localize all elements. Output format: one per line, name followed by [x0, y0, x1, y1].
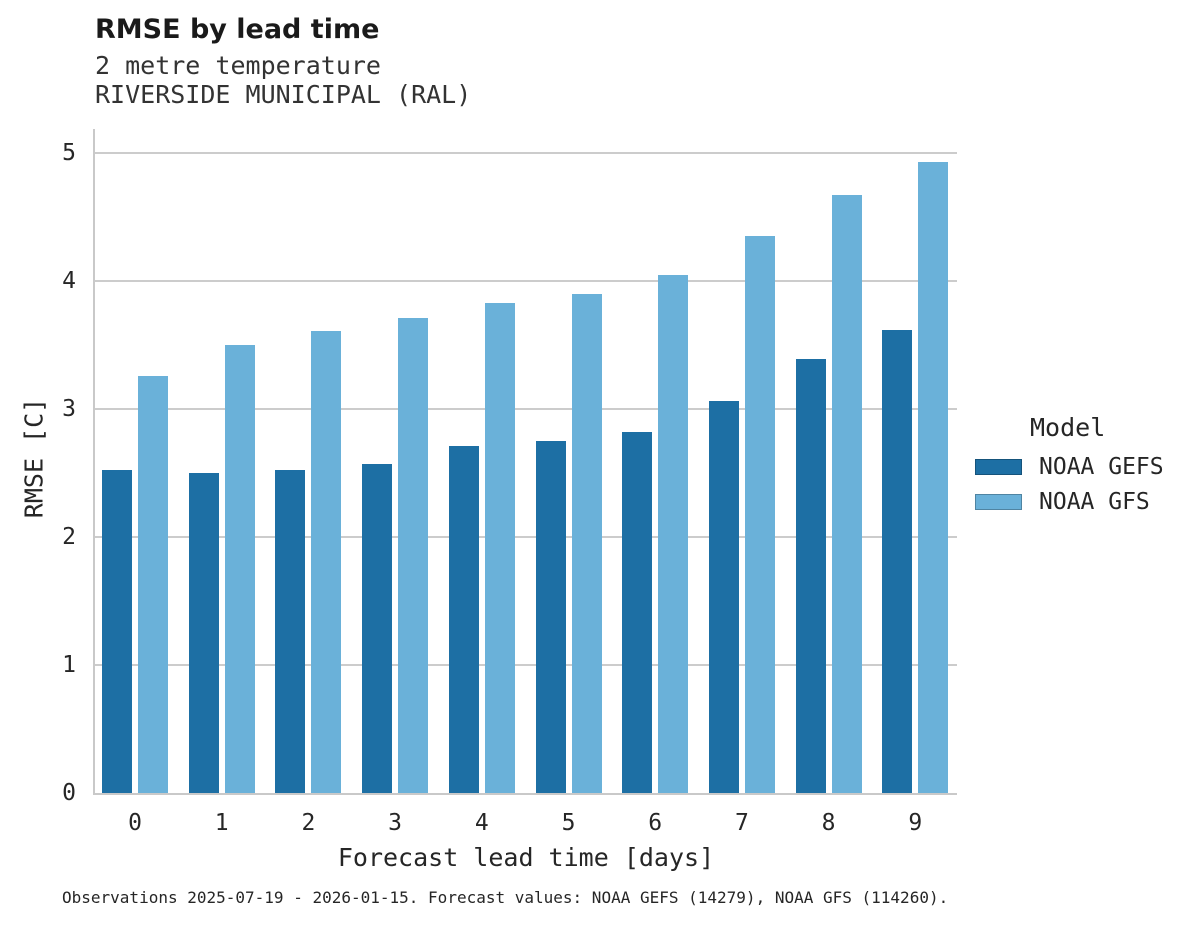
y-tick-label-2: 2	[62, 524, 76, 550]
bar-noaa-gefs-day-6	[622, 432, 653, 793]
legend-entry-noaa-gefs: NOAA GEFS	[975, 453, 1190, 480]
legend-entry-noaa-gfs: NOAA GFS	[975, 488, 1190, 515]
bar-noaa-gfs-day-6	[658, 274, 689, 793]
gridline-y-2	[95, 536, 957, 538]
bar-noaa-gefs-day-1	[188, 473, 219, 793]
x-tick-label-1: 1	[214, 810, 229, 836]
legend-swatch-icon	[975, 493, 1022, 510]
bar-noaa-gefs-day-2	[275, 470, 306, 793]
x-tick-label-3: 3	[388, 810, 403, 836]
chart-title: RMSE by lead time	[95, 14, 380, 45]
x-tick-label-7: 7	[734, 810, 749, 836]
legend-label: NOAA GEFS	[1039, 453, 1164, 480]
footnote-caption: Observations 2025-07-19 - 2026-01-15. Fo…	[62, 888, 949, 907]
bar-noaa-gfs-day-5	[571, 293, 602, 793]
bar-noaa-gefs-day-7	[708, 401, 739, 793]
gridline-y-5	[95, 152, 957, 154]
y-tick-label-1: 1	[62, 652, 76, 678]
bar-noaa-gfs-day-4	[484, 302, 515, 793]
legend-swatch-icon	[975, 458, 1022, 475]
y-tick-label-0: 0	[62, 780, 76, 806]
x-tick-label-9: 9	[908, 810, 923, 836]
bar-noaa-gfs-day-9	[918, 161, 949, 793]
bar-noaa-gefs-day-5	[535, 441, 566, 793]
x-tick-label-0: 0	[128, 810, 142, 836]
x-tick-label-2: 2	[301, 810, 316, 836]
y-tick-label-4: 4	[62, 268, 76, 294]
x-tick-label-4: 4	[474, 810, 489, 836]
y-axis-spine	[93, 129, 95, 795]
x-axis-label: Forecast lead time [days]	[337, 843, 715, 872]
bar-noaa-gfs-day-0	[138, 375, 168, 793]
bar-noaa-gefs-day-3	[362, 464, 393, 793]
bar-noaa-gefs-day-8	[795, 359, 826, 793]
bar-noaa-gfs-day-3	[398, 318, 429, 793]
plot-area	[93, 129, 957, 795]
gridline-y-1	[95, 664, 957, 666]
gridline-y-3	[95, 408, 957, 410]
x-tick-label-5: 5	[561, 810, 576, 836]
chart-subtitle-variable: 2 metre temperature	[95, 51, 381, 80]
x-axis-spine	[93, 793, 957, 795]
y-tick-label-3: 3	[62, 396, 76, 422]
bar-noaa-gefs-day-9	[882, 329, 913, 793]
gridline-y-4	[95, 280, 957, 282]
chart-subtitle-station: RIVERSIDE MUNICIPAL (RAL)	[95, 80, 472, 109]
legend-title: Model	[1030, 413, 1106, 442]
bar-noaa-gfs-day-1	[224, 345, 255, 793]
y-tick-label-5: 5	[62, 140, 76, 166]
bar-noaa-gfs-day-2	[311, 330, 342, 793]
legend: Model NOAA GEFS NOAA GFS	[975, 413, 1190, 525]
legend-label: NOAA GFS	[1039, 488, 1150, 515]
bar-noaa-gfs-day-7	[744, 236, 775, 793]
x-tick-label-6: 6	[648, 810, 663, 836]
bar-noaa-gefs-day-4	[448, 446, 479, 793]
x-tick-label-8: 8	[821, 810, 836, 836]
bar-noaa-gefs-day-0	[102, 470, 132, 793]
bar-noaa-gfs-day-8	[831, 195, 862, 793]
